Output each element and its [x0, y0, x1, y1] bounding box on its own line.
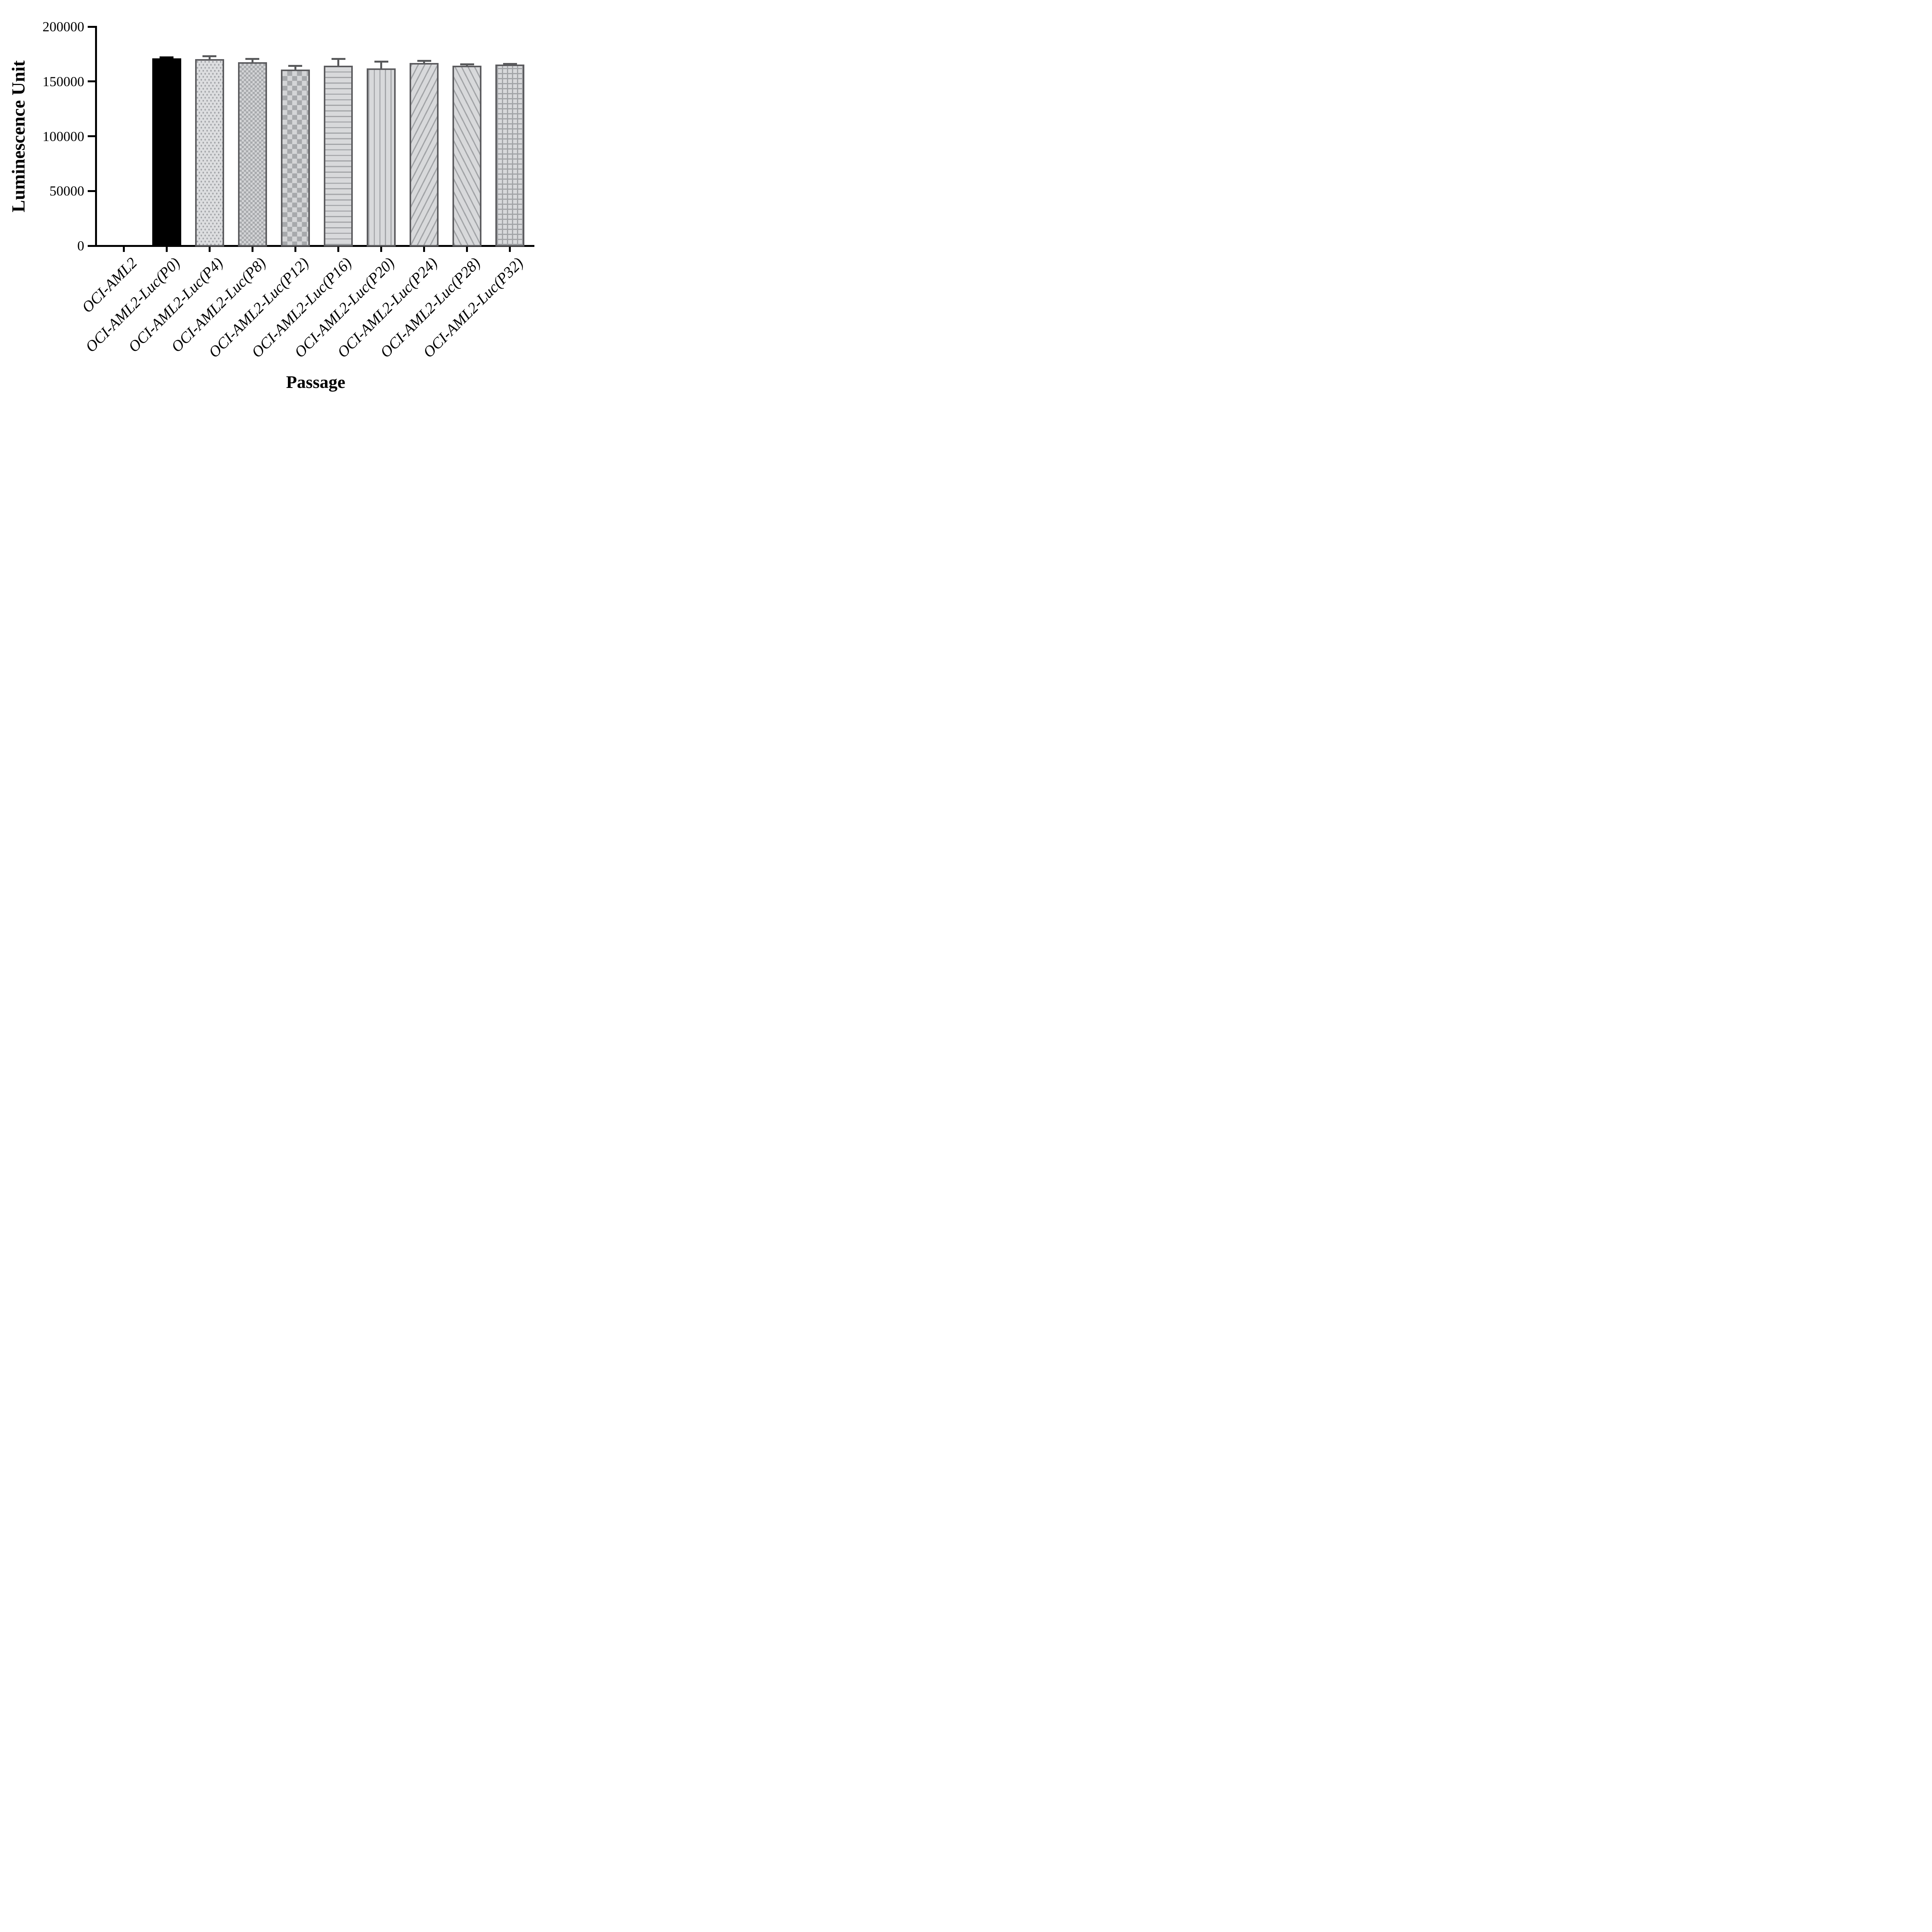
bar [452, 65, 482, 247]
y-axis-tick [88, 26, 95, 28]
error-bar-whisker [208, 56, 211, 61]
bar [324, 65, 353, 247]
error-bar-whisker [380, 61, 383, 70]
error-bar-whisker [423, 61, 425, 65]
x-axis-tick [294, 247, 296, 252]
y-axis-tick [88, 135, 95, 137]
error-bar-cap [331, 58, 345, 60]
error-bar-whisker [337, 59, 339, 67]
error-bar-cap [288, 65, 303, 67]
bar [238, 62, 267, 247]
y-tick-label: 0 [77, 238, 84, 253]
error-bar-cap [503, 63, 517, 65]
y-tick-label: 200000 [43, 19, 84, 34]
x-axis-tick [208, 247, 211, 252]
bar [281, 69, 310, 247]
x-axis-tick [380, 247, 383, 252]
y-axis-tick [88, 190, 95, 192]
x-axis-tick [466, 247, 468, 252]
bar-chart-figure: Luminescence Unit Passage 0 50000 100000 15… [0, 0, 569, 404]
x-axis-tick [509, 247, 511, 252]
bar [495, 64, 525, 247]
bar [410, 63, 439, 247]
y-axis-line [95, 26, 97, 247]
y-tick-label: 100000 [43, 128, 84, 144]
x-axis-tick [337, 247, 339, 252]
bar [195, 59, 224, 247]
error-bar-cap [202, 55, 217, 58]
y-axis-tick [88, 80, 95, 83]
x-axis-line [95, 245, 534, 247]
error-bar-cap [374, 60, 388, 63]
x-axis-tick [122, 247, 125, 252]
x-axis-tick [423, 247, 425, 252]
error-bar-cap [460, 63, 474, 66]
bar [152, 58, 181, 247]
bar [367, 68, 396, 247]
error-bar-whisker [251, 59, 253, 64]
x-axis-title: Passage [286, 372, 345, 392]
error-bar-whisker [294, 66, 296, 71]
error-bar-cap [160, 56, 174, 58]
error-bar-cap [245, 58, 260, 60]
x-axis-tick [251, 247, 253, 252]
y-tick-label: 50000 [49, 183, 84, 199]
error-bar-cap [417, 60, 431, 62]
y-tick-label: 150000 [43, 73, 84, 89]
x-axis-tick [165, 247, 168, 252]
y-axis-tick [88, 245, 95, 247]
